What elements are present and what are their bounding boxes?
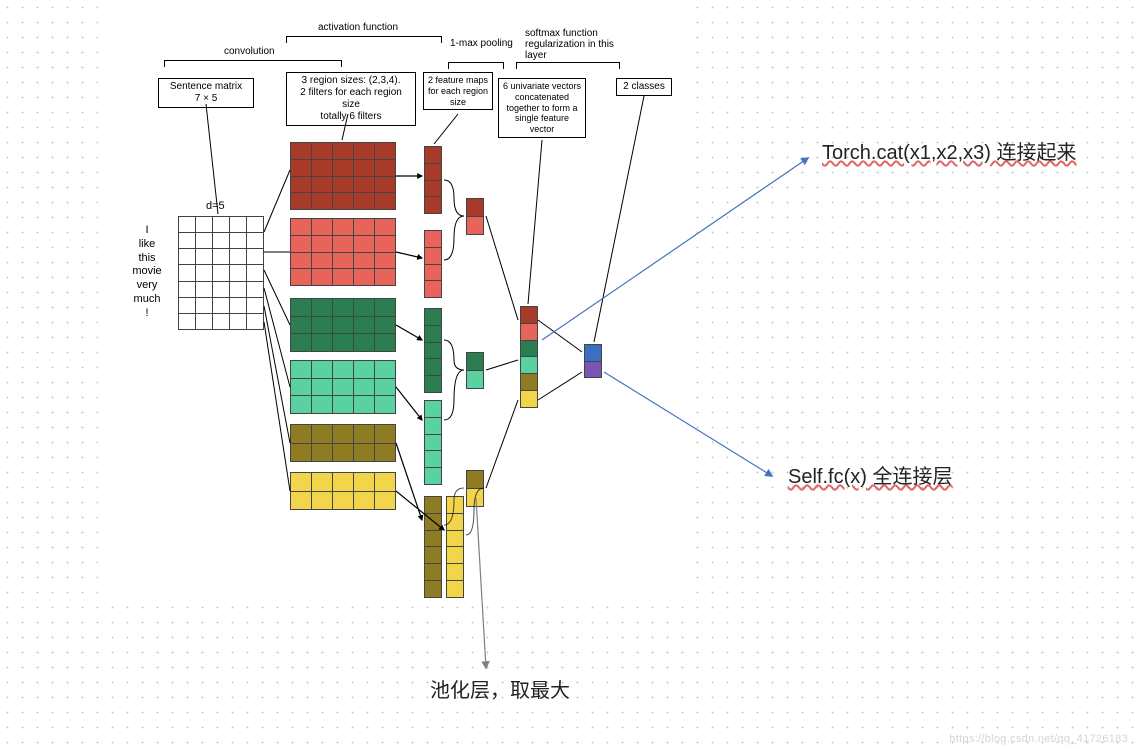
d-label: d=5: [206, 200, 225, 214]
feature-col-green: [424, 400, 442, 485]
conv-block-darkred: [290, 142, 396, 210]
sentence-matrix: [178, 216, 264, 330]
annotation-pool: 池化层，取最大: [430, 678, 570, 705]
box-sentence-matrix: Sentence matrix7 × 5: [158, 78, 254, 108]
word: I: [124, 224, 170, 238]
box-feature-maps: 2 feature maps for each region size: [423, 72, 493, 110]
feature-col-yellow: [446, 496, 464, 598]
feature-col-olive: [424, 496, 442, 598]
concat-vector: [520, 306, 538, 408]
annotation-fc: Self.fc(x) 全连接层: [788, 464, 1068, 491]
output-vector: [584, 344, 602, 378]
conv-block-green: [290, 360, 396, 414]
word: much: [124, 293, 170, 307]
pooled-pair-yellow: [466, 470, 484, 504]
pooled-pair-green: [466, 352, 484, 386]
label-pooling: 1-max pooling: [448, 38, 512, 49]
box-concat: 6 univariate vectors concatenated togeth…: [498, 78, 586, 138]
watermark: https://blog.csdn.net/qq_41726183: [949, 733, 1128, 745]
box-classes: 2 classes: [616, 78, 672, 96]
annotation-cat: Torch.cat(x1,x2,x3) 连接起来: [822, 140, 1102, 167]
feature-col-red: [424, 230, 442, 298]
conv-block-red: [290, 218, 396, 286]
word: very: [124, 279, 170, 293]
word: movie: [124, 265, 170, 279]
annotation-cat-text: Torch.cat(x1,x2,x3) 连接起来: [822, 142, 1077, 164]
annotation-fc-text: Self.fc(x) 全连接层: [788, 466, 952, 488]
bracket-pooling: [448, 62, 504, 69]
pooled-pair-red: [466, 198, 484, 232]
conv-block-olive: [290, 424, 396, 462]
word: this: [124, 252, 170, 266]
word: like: [124, 238, 170, 252]
label-convolution: convolution: [222, 46, 277, 57]
bracket-activation: [286, 36, 442, 43]
feature-col-darkred: [424, 146, 442, 214]
feature-col-darkgreen: [424, 308, 442, 393]
conv-block-darkgreen: [290, 298, 396, 352]
bracket-softmax: [516, 62, 620, 69]
cnn-diagram-canvas: convolution activation function 1-max po…: [98, 0, 688, 600]
sentence-words: I like this movie very much !: [124, 224, 170, 320]
word: !: [124, 307, 170, 321]
box-filters: 3 region sizes: (2,3,4).2 filters for ea…: [286, 72, 416, 126]
label-activation: activation function: [316, 22, 400, 33]
bracket-convolution: [164, 60, 342, 67]
label-softmax: softmax function regularization in this …: [523, 28, 622, 61]
conv-block-yellow: [290, 472, 396, 510]
